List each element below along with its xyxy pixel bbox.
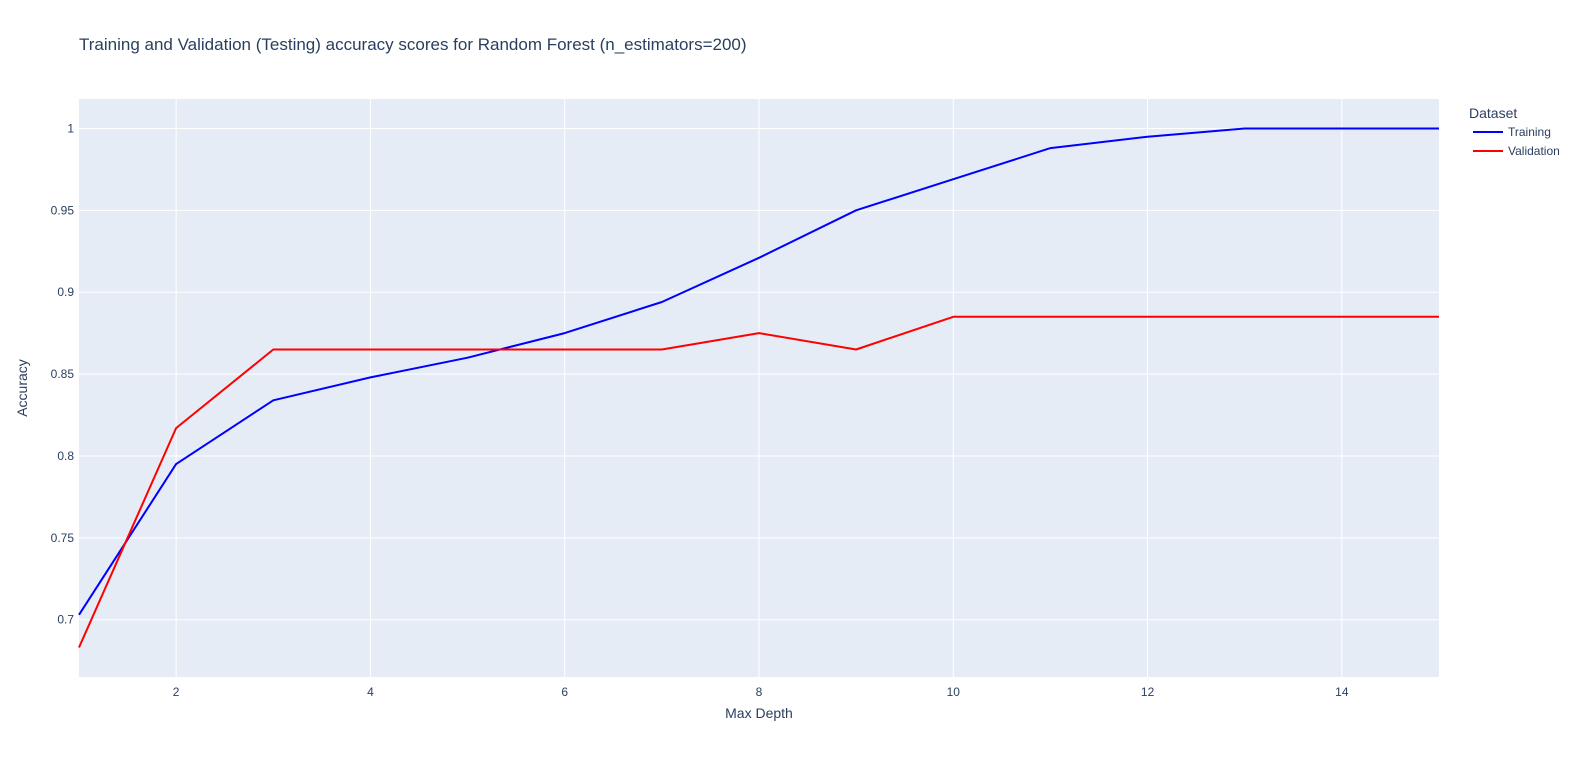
x-axis-ticks: 2 4 6 8 10 12 14: [173, 685, 1349, 699]
grid-lines: [79, 99, 1439, 677]
y-tick-label: 0.95: [51, 203, 75, 217]
y-tick-label: 0.8: [57, 449, 74, 463]
y-tick-label: 1: [67, 121, 74, 135]
series-lines: [78, 127, 1439, 648]
series-line-training: [78, 127, 1439, 616]
y-axis-ticks: 0.7 0.75 0.8 0.85 0.9 0.95 1: [51, 121, 75, 626]
y-tick-label: 0.7: [57, 613, 74, 627]
legend-label-validation: Validation: [1508, 144, 1560, 158]
x-tick-label: 6: [561, 685, 568, 699]
y-tick-label: 0.85: [51, 367, 75, 381]
legend-title: Dataset: [1469, 105, 1517, 121]
x-tick-label: 12: [1141, 685, 1155, 699]
x-tick-label: 10: [947, 685, 961, 699]
legend: Dataset Training Validation: [1469, 105, 1560, 158]
y-axis-title: Accuracy: [14, 359, 30, 417]
x-tick-label: 8: [756, 685, 763, 699]
y-tick-label: 0.9: [57, 285, 74, 299]
chart-title: Training and Validation (Testing) accura…: [79, 35, 747, 54]
x-tick-label: 4: [367, 685, 374, 699]
series-line-validation: [78, 315, 1439, 648]
y-tick-label: 0.75: [51, 531, 75, 545]
legend-label-training: Training: [1508, 125, 1551, 139]
x-axis-title: Max Depth: [725, 705, 793, 721]
x-tick-label: 2: [173, 685, 180, 699]
x-tick-label: 14: [1335, 685, 1349, 699]
